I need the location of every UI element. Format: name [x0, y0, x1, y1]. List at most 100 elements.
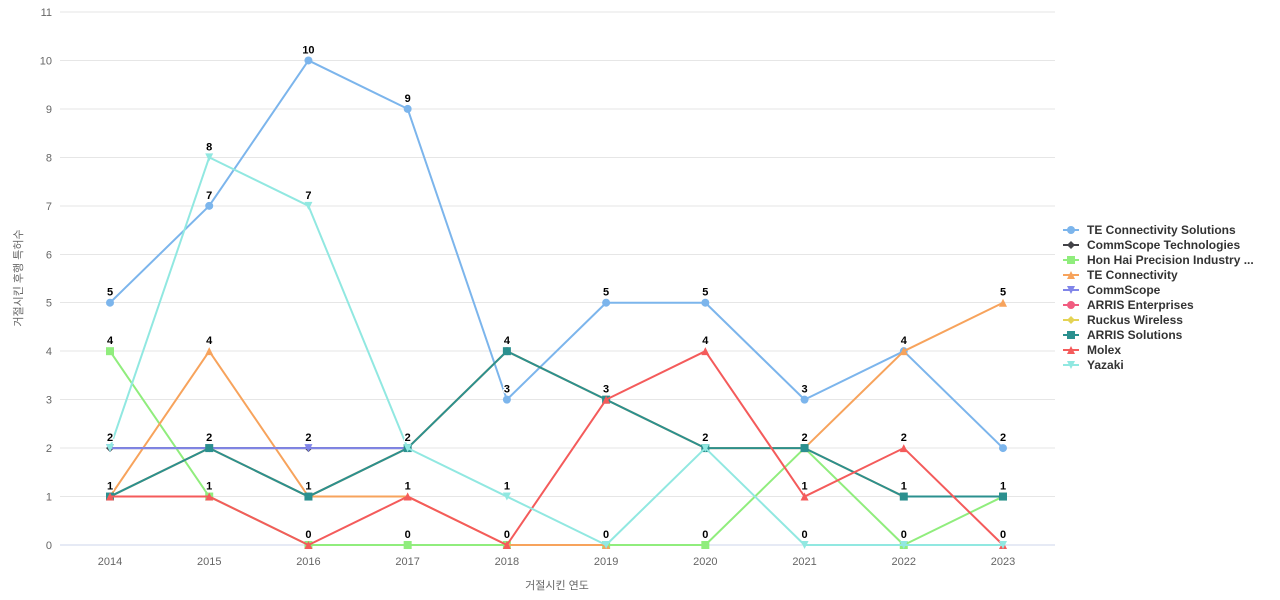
- triangle-down-legend-marker-icon: [1063, 285, 1079, 294]
- legend-label: Yazaki: [1087, 357, 1124, 372]
- data-point-marker-commscope[interactable]: [304, 444, 313, 453]
- data-point-marker-molex[interactable]: [701, 347, 710, 356]
- y-axis-tick-label: 11: [41, 7, 52, 19]
- legend-item-arris-solutions[interactable]: ARRIS Solutions: [1062, 327, 1254, 342]
- legend-label: ARRIS Enterprises: [1087, 297, 1194, 312]
- data-point-marker-yazaki[interactable]: [602, 541, 611, 549]
- data-point-marker-molex[interactable]: [106, 492, 114, 501]
- diamond-legend-marker-icon: [1063, 315, 1079, 324]
- data-point-marker-te-connectivity-solutions[interactable]: [403, 104, 412, 113]
- legend-item-yazaki[interactable]: Yazaki: [1062, 357, 1254, 372]
- y-axis-tick-label: 10: [40, 55, 52, 67]
- series-ruckus-wireless: [106, 347, 1007, 501]
- y-axis-tick-label: 5: [46, 298, 52, 310]
- data-point-marker-yazaki[interactable]: [800, 541, 809, 549]
- data-point-label: 0: [1000, 529, 1006, 541]
- data-point-marker-te-connectivity-solutions[interactable]: [999, 444, 1007, 453]
- data-point-label: 1: [504, 481, 510, 493]
- data-point-marker-te-connectivity-solutions[interactable]: [800, 395, 809, 404]
- data-point-marker-molex[interactable]: [304, 541, 313, 549]
- data-point-label: 9: [405, 93, 411, 105]
- legend-item-commscope[interactable]: CommScope: [1062, 282, 1254, 297]
- data-point-marker-yazaki[interactable]: [899, 541, 908, 549]
- data-point-marker-yazaki[interactable]: [701, 444, 710, 453]
- legend-item-te-connectivity[interactable]: TE Connectivity: [1062, 267, 1254, 282]
- series-line-arris-solutions: [109, 350, 1004, 498]
- legend-item-commscope-technologies[interactable]: CommScope Technologies: [1062, 237, 1254, 252]
- data-point-marker-yazaki[interactable]: [205, 153, 214, 162]
- data-point-label: 4: [702, 335, 709, 347]
- series-line-te-connectivity: [109, 350, 608, 546]
- data-point-marker-te-connectivity[interactable]: [205, 347, 214, 356]
- legend-marker-te-connectivity-solutions[interactable]: [1067, 225, 1075, 234]
- x-axis-tick-label: 2017: [395, 556, 419, 568]
- data-point-marker-molex[interactable]: [502, 541, 511, 549]
- legend-marker-arris-solutions[interactable]: [1067, 330, 1075, 339]
- data-point-marker-arris-solutions[interactable]: [502, 347, 511, 356]
- data-point-marker-molex[interactable]: [602, 395, 611, 404]
- data-point-marker-molex[interactable]: [800, 492, 809, 501]
- data-point-marker-hon-hai-precision-industry[interactable]: [106, 347, 114, 356]
- data-point-label: 2: [1000, 432, 1006, 444]
- y-axis-tick-label: 9: [46, 104, 52, 116]
- data-point-label: 7: [206, 190, 212, 202]
- legend-marker-ruckus-wireless[interactable]: [1067, 315, 1075, 324]
- data-point-marker-te-connectivity-solutions[interactable]: [602, 298, 611, 307]
- data-point-label: 2: [901, 432, 907, 444]
- data-point-marker-te-connectivity[interactable]: [999, 298, 1007, 307]
- legend-marker-hon-hai-precision-industry[interactable]: [1067, 255, 1075, 264]
- legend-marker-commscope[interactable]: [1067, 285, 1075, 294]
- data-point-marker-te-connectivity[interactable]: [899, 347, 908, 356]
- legend-item-ruckus-wireless[interactable]: Ruckus Wireless: [1062, 312, 1254, 327]
- data-point-marker-te-connectivity-solutions[interactable]: [106, 298, 114, 307]
- data-point-marker-te-connectivity-solutions[interactable]: [502, 395, 511, 404]
- data-point-marker-yazaki[interactable]: [304, 201, 313, 210]
- data-point-label: 1: [305, 481, 311, 493]
- data-point-label: 4: [504, 335, 511, 347]
- data-point-marker-arris-solutions[interactable]: [205, 444, 214, 453]
- legend-label: TE Connectivity: [1087, 267, 1178, 282]
- legend-item-te-connectivity-solutions[interactable]: TE Connectivity Solutions: [1062, 222, 1254, 237]
- data-point-marker-arris-solutions[interactable]: [899, 492, 908, 501]
- data-point-marker-hon-hai-precision-industry[interactable]: [701, 541, 710, 549]
- data-point-label: 1: [107, 481, 113, 493]
- data-point-marker-hon-hai-precision-industry[interactable]: [403, 541, 412, 549]
- legend-item-hon-hai-precision-industry[interactable]: Hon Hai Precision Industry ...: [1062, 252, 1254, 267]
- data-point-marker-yazaki[interactable]: [999, 541, 1007, 549]
- x-axis-tick-label: 2014: [98, 556, 122, 568]
- legend-marker-yazaki[interactable]: [1067, 360, 1075, 369]
- data-point-label: 2: [206, 432, 212, 444]
- legend-marker-arris-enterprises[interactable]: [1067, 300, 1075, 309]
- data-point-marker-arris-solutions[interactable]: [304, 492, 313, 501]
- data-point-label: 3: [801, 384, 807, 396]
- data-point-marker-te-connectivity-solutions[interactable]: [701, 298, 710, 307]
- series-line-arris-enterprises: [109, 350, 1004, 498]
- data-point-marker-yazaki[interactable]: [502, 492, 511, 501]
- y-axis-tick-label: 2: [46, 443, 52, 455]
- legend-marker-te-connectivity[interactable]: [1067, 270, 1075, 279]
- legend-marker-commscope-technologies[interactable]: [1067, 240, 1075, 249]
- data-point-label: 1: [1000, 481, 1006, 493]
- data-point-marker-te-connectivity-solutions[interactable]: [304, 56, 313, 65]
- data-point-marker-yazaki[interactable]: [106, 444, 114, 453]
- data-point-marker-arris-solutions[interactable]: [800, 444, 809, 453]
- legend-marker-molex[interactable]: [1067, 345, 1075, 354]
- series-yazaki: [106, 153, 1007, 549]
- legend-label: ARRIS Solutions: [1087, 327, 1183, 342]
- data-point-marker-molex[interactable]: [899, 444, 908, 453]
- data-point-label: 0: [405, 529, 411, 541]
- data-point-marker-molex[interactable]: [403, 492, 412, 501]
- legend-item-molex[interactable]: Molex: [1062, 342, 1254, 357]
- data-point-marker-yazaki[interactable]: [403, 444, 412, 453]
- series-line-te-connectivity-solutions: [109, 59, 1004, 450]
- legend-label: Hon Hai Precision Industry ...: [1087, 252, 1254, 267]
- data-point-label: 2: [702, 432, 708, 444]
- data-point-marker-arris-solutions[interactable]: [999, 492, 1007, 501]
- legend-label: Molex: [1087, 342, 1122, 357]
- data-point-marker-te-connectivity-solutions[interactable]: [205, 201, 214, 210]
- data-point-label: 1: [206, 481, 212, 493]
- data-point-marker-molex[interactable]: [205, 492, 214, 501]
- legend-label: CommScope: [1087, 282, 1161, 297]
- legend-item-arris-enterprises[interactable]: ARRIS Enterprises: [1062, 297, 1254, 312]
